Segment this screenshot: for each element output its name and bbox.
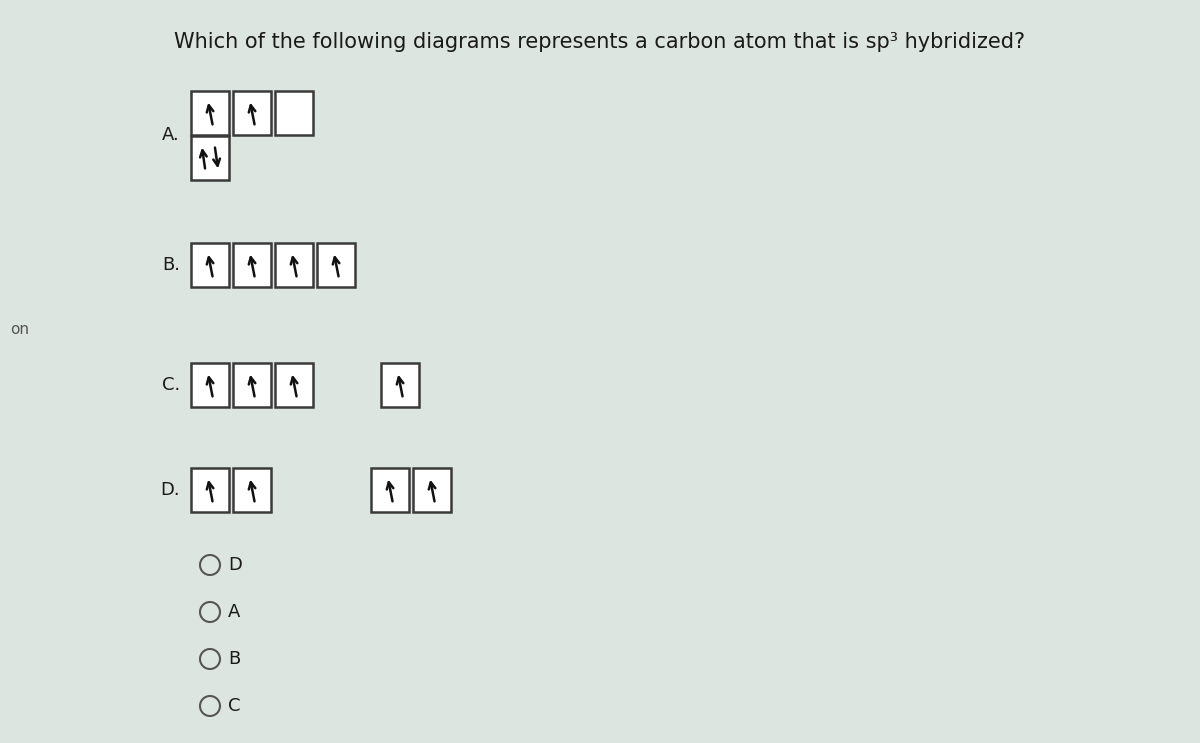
Bar bbox=[233, 91, 271, 135]
Bar bbox=[275, 363, 313, 407]
Bar bbox=[371, 468, 409, 512]
Text: C.: C. bbox=[162, 376, 180, 394]
Text: C: C bbox=[228, 697, 240, 715]
Text: B.: B. bbox=[162, 256, 180, 274]
Bar bbox=[233, 243, 271, 287]
Bar bbox=[233, 363, 271, 407]
Bar bbox=[413, 468, 451, 512]
Bar bbox=[191, 363, 229, 407]
Text: Which of the following diagrams represents a carbon atom that is sp³ hybridized?: Which of the following diagrams represen… bbox=[174, 32, 1026, 52]
Bar bbox=[191, 91, 229, 135]
Text: D.: D. bbox=[161, 481, 180, 499]
Text: on: on bbox=[10, 322, 29, 337]
Bar bbox=[382, 363, 419, 407]
Bar bbox=[191, 468, 229, 512]
Bar bbox=[317, 243, 355, 287]
Bar bbox=[191, 136, 229, 180]
Bar bbox=[275, 243, 313, 287]
Bar bbox=[191, 243, 229, 287]
Text: A: A bbox=[228, 603, 240, 621]
Text: B: B bbox=[228, 650, 240, 668]
Bar bbox=[275, 91, 313, 135]
Text: D: D bbox=[228, 556, 242, 574]
Bar bbox=[233, 468, 271, 512]
Text: A.: A. bbox=[162, 126, 180, 144]
